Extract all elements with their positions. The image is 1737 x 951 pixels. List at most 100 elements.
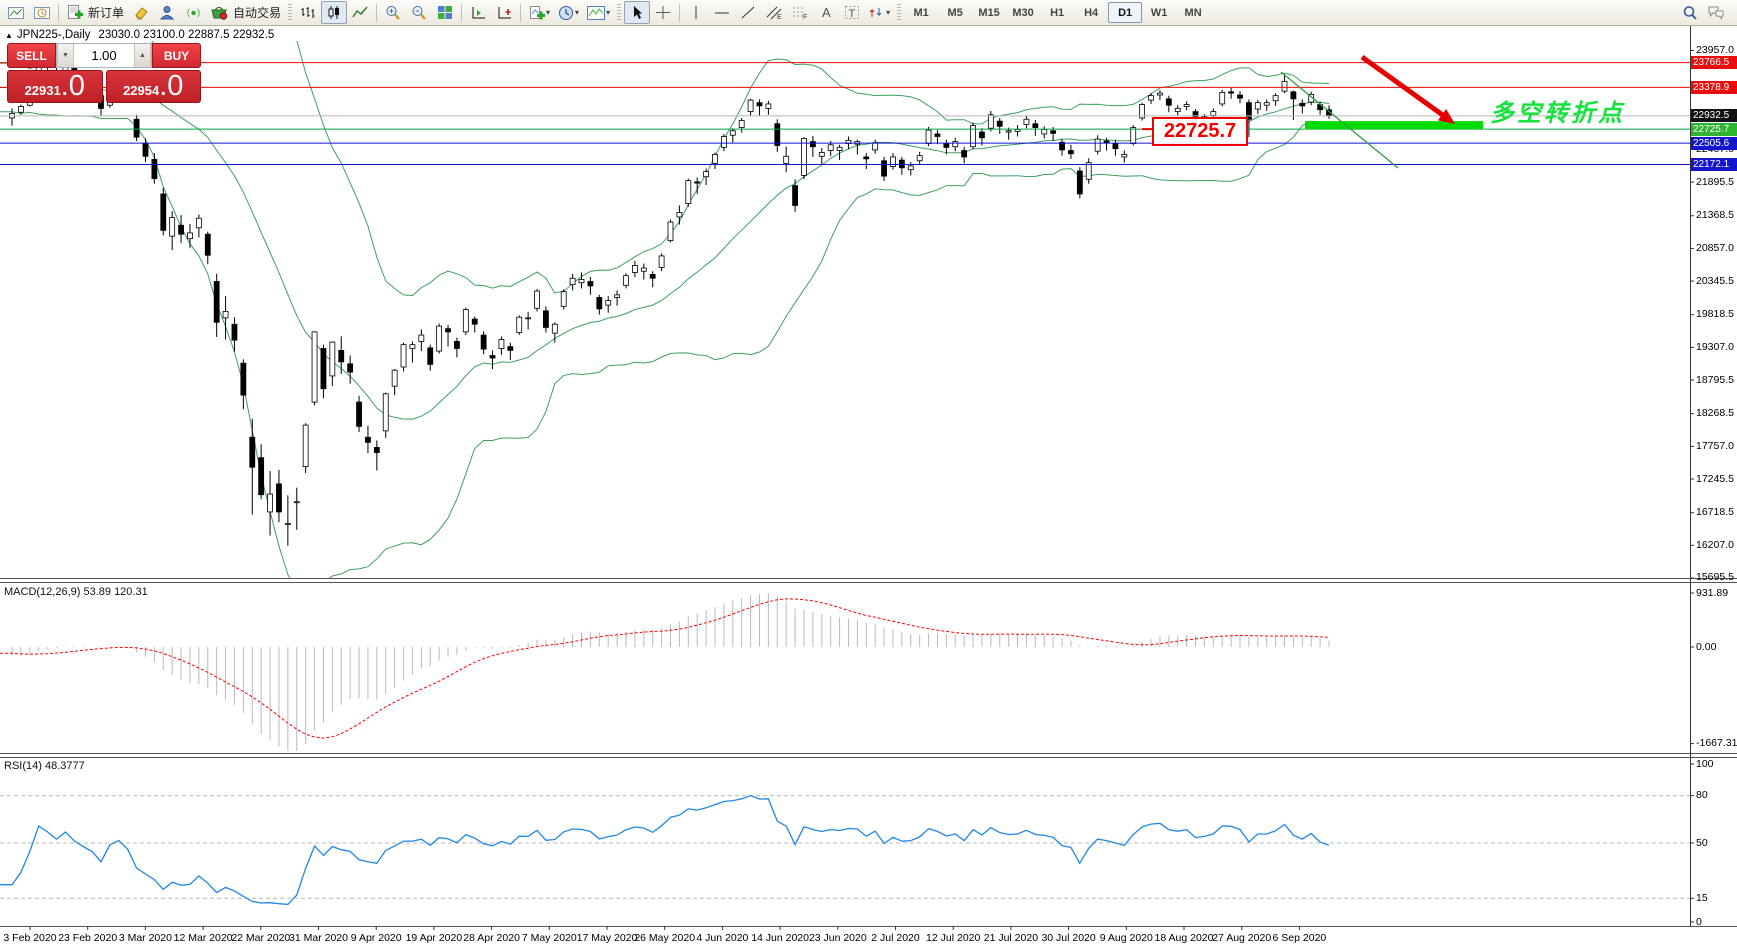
sell-price-display[interactable]: 22931.0: [7, 70, 103, 103]
crosshair-tool-icon[interactable]: [650, 1, 676, 24]
tf-button-h1[interactable]: H1: [1050, 6, 1065, 19]
candle-body: [276, 483, 282, 513]
candle-body: [142, 143, 149, 157]
macd-pane[interactable]: [0, 593, 1330, 751]
candle-body: [667, 221, 674, 241]
bearish-arrow-head[interactable]: [1437, 109, 1455, 124]
volume-decrease-button[interactable]: ▼: [57, 44, 74, 67]
tf-button-d1[interactable]: D1: [1108, 2, 1143, 23]
arrows-tool-button[interactable]: ▾: [865, 1, 894, 24]
svg-text:A: A: [822, 5, 831, 20]
zoom-out-icon[interactable]: [406, 1, 432, 24]
bar-chart-mode-icon[interactable]: [295, 1, 321, 24]
candle-body: [961, 150, 968, 158]
data-window-icon[interactable]: [29, 1, 55, 24]
buy-price-display[interactable]: 22954.0: [105, 70, 201, 103]
price-tick-label: 17245.5: [1696, 472, 1734, 485]
candle-body: [543, 310, 549, 328]
tick-chart-window-icon[interactable]: [3, 1, 29, 24]
add-indicator-button[interactable]: ▾: [524, 1, 554, 24]
support-price-annotation[interactable]: 22725.7: [1152, 117, 1248, 146]
candle-body: [462, 309, 469, 333]
volume-stepper[interactable]: ▼ 1.00 ▲: [56, 43, 152, 68]
candle-body: [898, 159, 905, 169]
candle-body: [1272, 95, 1279, 102]
signals-icon[interactable]: [180, 1, 206, 24]
candlestick-mode-icon[interactable]: [321, 1, 348, 24]
collapse-triangle-icon[interactable]: ▲: [5, 31, 13, 40]
text-tool-icon[interactable]: A: [813, 1, 839, 24]
vertical-line-tool-icon[interactable]: [683, 1, 709, 24]
turning-point-annotation[interactable]: 多空转折点: [1490, 100, 1625, 127]
main-price-pane[interactable]: [0, 0, 1690, 592]
tf-button-m15[interactable]: M15: [978, 6, 1000, 19]
buy-button[interactable]: BUY: [152, 43, 201, 68]
tile-windows-icon[interactable]: [432, 1, 458, 24]
sell-button[interactable]: SELL: [7, 43, 56, 68]
candle-body: [712, 153, 718, 164]
candle-body: [818, 152, 825, 157]
tf-button-m1[interactable]: M1: [913, 6, 929, 19]
trendline-tool-icon[interactable]: [735, 1, 761, 24]
templates-button[interactable]: ▾: [583, 1, 614, 24]
expert-advisor-icon[interactable]: [154, 1, 180, 24]
tf-button-m30[interactable]: M30: [1012, 6, 1034, 19]
eraser-icon[interactable]: [128, 1, 154, 24]
bearish-arrow[interactable]: [1360, 54, 1446, 119]
candle-body: [418, 334, 425, 342]
fibonacci-tool-icon[interactable]: F: [787, 1, 813, 24]
candle-body: [605, 300, 612, 306]
candle-body: [1085, 162, 1092, 180]
date-axis-label: 23 Jun 2020: [808, 932, 867, 944]
new-order-label[interactable]: 新订单: [88, 6, 125, 20]
search-icon[interactable]: [1677, 1, 1703, 24]
auto-trading-label[interactable]: 自动交易: [233, 6, 282, 20]
support-zone-bar[interactable]: [1305, 121, 1483, 130]
candle-body: [578, 279, 585, 284]
candle-body: [649, 274, 656, 279]
candle-body: [1059, 141, 1065, 151]
candle-body: [987, 114, 994, 129]
sell-price-fraction: .0: [60, 70, 85, 102]
volume-increase-button[interactable]: ▲: [134, 44, 151, 67]
horizontal-line-tool-icon[interactable]: [709, 1, 735, 24]
line-chart-mode-icon[interactable]: [347, 1, 373, 24]
svg-text:E: E: [777, 14, 782, 20]
tf-button-mn[interactable]: MN: [1184, 6, 1202, 19]
rsi-pane[interactable]: [0, 795, 1690, 906]
tf-button-h4[interactable]: H4: [1084, 6, 1099, 19]
chart-shift-icon[interactable]: [465, 1, 491, 24]
candle-body: [596, 297, 603, 310]
candle-body: [827, 144, 834, 151]
auto-trading-button[interactable]: [206, 1, 232, 24]
svg-text:F: F: [803, 14, 807, 20]
candle-body: [231, 323, 238, 341]
candle-body: [747, 99, 754, 113]
rsi-axis-label: 15: [1696, 891, 1708, 904]
candle-body: [365, 436, 371, 443]
chat-icon[interactable]: [1703, 1, 1729, 24]
tf-button-m5[interactable]: M5: [947, 6, 963, 19]
cursor-tool-icon[interactable]: [624, 1, 651, 24]
candle-body: [1130, 127, 1137, 144]
rsi-label: RSI(14) 48.3777: [4, 760, 85, 772]
volume-value[interactable]: 1.00: [91, 48, 117, 63]
date-axis-label: 22 Mar 2020: [231, 932, 291, 944]
candle-body: [507, 346, 514, 351]
price-tick-label: 16718.5: [1696, 506, 1734, 519]
text-label-tool-icon[interactable]: T: [839, 1, 865, 24]
price-tick-label: 18268.5: [1696, 407, 1734, 420]
zoom-in-icon[interactable]: [380, 1, 406, 24]
candle-body: [836, 146, 843, 151]
descending-trendline[interactable]: [1280, 71, 1399, 169]
new-order-button[interactable]: [62, 1, 87, 24]
tf-button-w1[interactable]: W1: [1150, 6, 1168, 19]
price-tick-label: 17757.0: [1696, 439, 1734, 452]
candle-body: [943, 143, 950, 148]
equidistant-channel-tool-icon[interactable]: E: [761, 1, 787, 24]
candle-body: [311, 331, 318, 403]
periods-button[interactable]: ▾: [554, 1, 583, 24]
auto-scroll-icon[interactable]: [491, 1, 517, 24]
macd-axis-label: 931.89: [1696, 586, 1729, 599]
